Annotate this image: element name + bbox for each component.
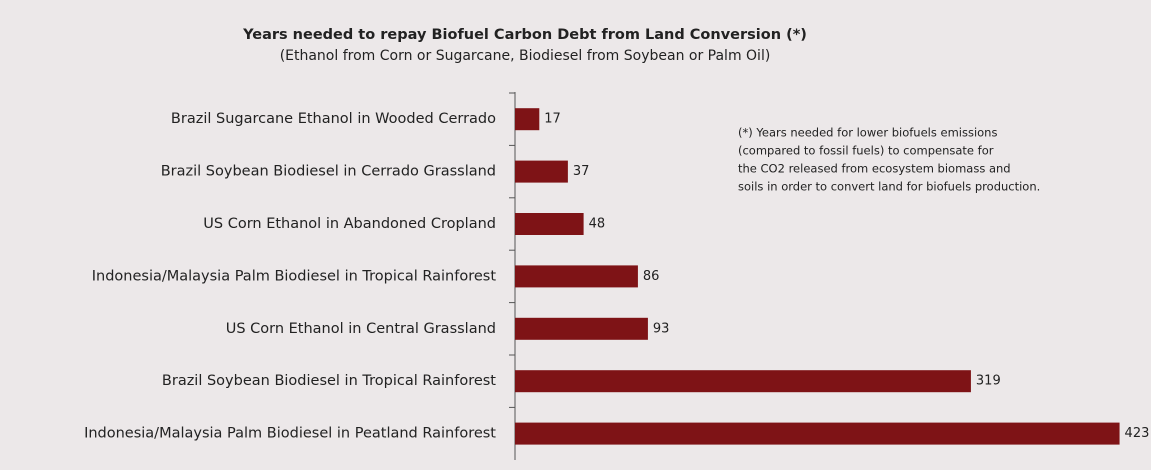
bar (515, 213, 584, 235)
value-label: 48 (589, 217, 606, 232)
value-label: 37 (573, 164, 590, 179)
annotation: soils in order to convert land for biofu… (738, 180, 1040, 194)
value-label: 423 (1125, 426, 1150, 441)
bar (515, 422, 1120, 445)
bar (515, 108, 540, 131)
value-label: 17 (544, 112, 561, 127)
bar (515, 370, 971, 393)
chart-title: Years needed to repay Biofuel Carbon Deb… (242, 27, 807, 43)
y-tick-label: Brazil Soybean Biodiesel in Tropical Rai… (162, 373, 496, 389)
value-label: 86 (643, 269, 660, 284)
value-label: 319 (976, 374, 1001, 389)
bar (515, 317, 648, 340)
y-tick-label: Indonesia/Malaysia Palm Biodiesel in Pea… (84, 426, 496, 442)
y-tick-label: Indonesia/Malaysia Palm Biodiesel in Tro… (92, 268, 497, 284)
bar (515, 160, 568, 183)
value-label: 93 (653, 321, 670, 336)
y-tick-label: US Corn Ethanol in Abandoned Cropland (203, 216, 496, 232)
y-tick-label: Brazil Soybean Biodiesel in Cerrado Gras… (161, 164, 496, 180)
y-tick-label: US Corn Ethanol in Central Grassland (226, 321, 496, 337)
chart-subtitle: (Ethanol from Corn or Sugarcane, Biodies… (280, 48, 771, 64)
annotation: the CO2 released from ecosystem biomass … (738, 162, 1011, 176)
annotation: (compared to fossil fuels) to compensate… (738, 144, 994, 158)
annotation: (*) Years needed for lower biofuels emis… (738, 126, 997, 140)
y-tick-label: Brazil Sugarcane Ethanol in Wooded Cerra… (171, 111, 496, 127)
bar (515, 265, 638, 288)
